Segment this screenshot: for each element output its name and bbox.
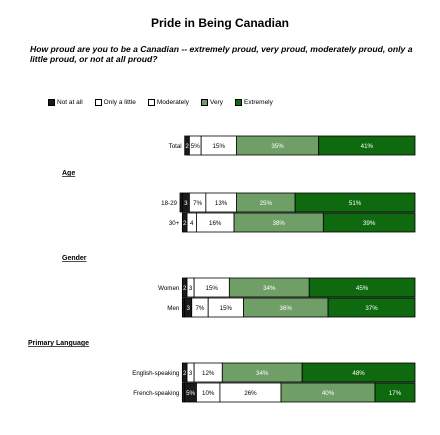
bar-segment [294,192,416,213]
bar-value-label: 48% [352,370,365,377]
bar-segment [308,277,416,298]
bar-value-label: 12% [202,370,215,377]
legend-swatch-very [200,98,208,106]
category-label: Total [169,143,182,150]
category-label: 18-29 [161,200,177,207]
bar-value-label: 3 [184,200,188,207]
bar-value-label: 5% [191,143,200,150]
category-label: English-speaking [132,370,180,377]
category-label: Men [167,305,180,312]
bar-value-label: 15% [220,305,233,312]
bar-value-label: 2 [183,370,187,377]
bar-value-label: 16% [209,220,222,227]
bar-value-label: 15% [206,285,219,292]
bar-value-label: 2 [185,143,189,150]
bar-value-label: 15% [213,143,226,150]
bar-value-label: 45% [356,285,369,292]
survey-question: How proud are you to be a Canadian -- ex… [30,44,413,64]
legend-label-extremely: Extremely [243,98,273,106]
bar-value-label: 40% [322,390,335,397]
group-label: Primary Language [28,340,89,347]
bar-value-label: 34% [263,285,276,292]
legend: Not at all Only a little Moderately Very… [48,96,428,108]
legend-item-not-at-all: Not at all [48,98,83,106]
legend-item-moderately: Moderately [147,98,189,106]
bar-segment [322,212,416,233]
legend-label-moderately: Moderately [156,98,189,106]
legend-swatch-moderately [147,98,155,106]
bar-value-label: 36% [280,305,293,312]
legend-item-only-a-little: Only a little [94,98,136,106]
legend-label-only-a-little: Only a little [103,98,136,106]
legend-swatch-not-at-all [48,98,55,106]
bar-segment [327,297,416,318]
legend-swatch-extremely [234,98,242,106]
category-label: French-speaking [133,390,180,397]
legend-item-extremely: Extremely [234,98,273,106]
bar-value-label: 7% [195,305,204,312]
legend-item-very: Very [200,98,223,106]
bar-value-label: 35% [271,143,284,150]
chart-title: Pride in Being Canadian [150,16,290,30]
group-label: Gender [62,255,87,262]
bar-segment [318,135,416,156]
group-label: Age [62,170,75,177]
bar-value-label: 2 [183,220,187,227]
bar-value-label: 39% [363,220,376,227]
bar-value-label: 10% [202,390,215,397]
bar-value-label: 51% [349,200,362,207]
category-label: 30+ [169,220,180,227]
bar-value-label: 34% [256,370,269,377]
bar-value-label: 41% [361,143,374,150]
bar-value-label: 17% [389,390,402,397]
bar-value-label: 25% [260,200,273,207]
category-label: Women [158,285,180,292]
bar-value-label: 37% [365,305,378,312]
legend-swatch-only-a-little [94,98,102,106]
bar-segment [301,362,416,383]
legend-label-very: Very [209,98,223,106]
bar-value-label: 3 [186,305,190,312]
bar-value-label: 2 [183,285,187,292]
bar-value-label: 26% [244,390,257,397]
bar-value-label: 7% [193,200,202,207]
bar-value-label: 3 [189,285,193,292]
bar-value-label: 13% [215,200,228,207]
bar-value-label: 4 [190,220,194,227]
legend-label-not-at-all: Not at all [57,98,83,106]
bar-segment [374,382,416,403]
bar-value-label: 3 [189,370,193,377]
bar-value-label: 5% [186,390,195,397]
bar-value-label: 38% [273,220,286,227]
